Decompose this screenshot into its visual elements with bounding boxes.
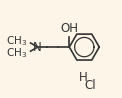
- Text: $\mathregular{CH_3}$: $\mathregular{CH_3}$: [6, 34, 27, 48]
- Text: H: H: [79, 71, 88, 84]
- Text: OH: OH: [61, 22, 79, 35]
- Text: Cl: Cl: [84, 79, 96, 92]
- Text: $\mathregular{CH_3}$: $\mathregular{CH_3}$: [6, 46, 27, 60]
- Text: N: N: [33, 41, 42, 54]
